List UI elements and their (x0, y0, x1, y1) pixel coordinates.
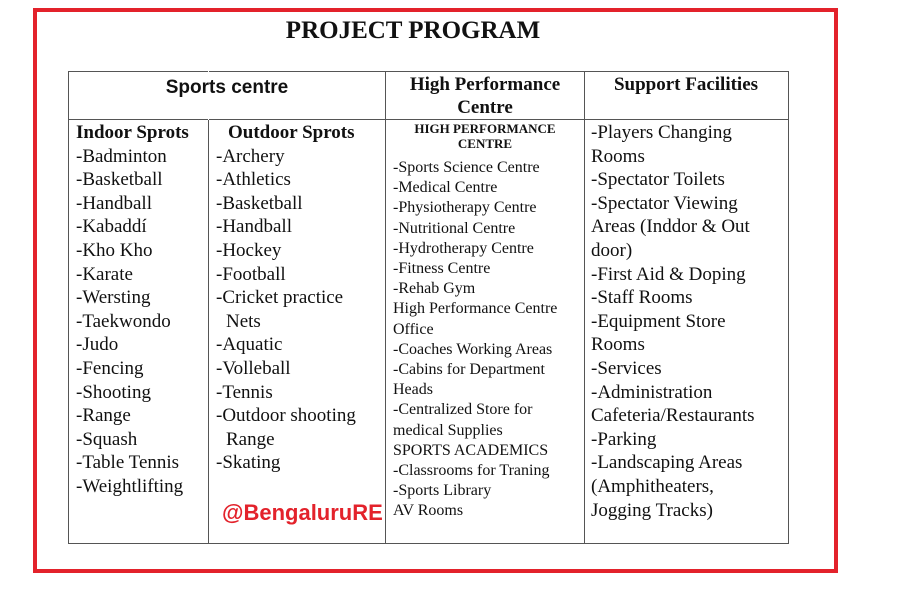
list-item: -Outdoor shooting (216, 405, 356, 427)
support-column: -Players Changing Rooms -Spectator Toilets… (591, 121, 755, 522)
list-item: -First Aid & Doping (591, 263, 746, 285)
list-item: -Kabaddí (76, 216, 147, 238)
list-item: -Squash (76, 428, 138, 450)
divider-mask (208, 71, 209, 120)
red-frame (33, 8, 838, 573)
list-item: -Taekwondo (76, 310, 171, 332)
list-item: High Performance Centre (393, 300, 558, 318)
list-item: AV Rooms (393, 502, 464, 520)
list-item: -Wersting (76, 287, 151, 309)
list-item: -Spectator Viewing (591, 192, 738, 214)
header-high-performance: High Performance Centre (386, 73, 584, 119)
list-item: -Spectator Toilets (591, 169, 725, 191)
list-item: -Sports Library (393, 482, 492, 500)
list-item: -Athletics (216, 169, 291, 191)
list-item: -Parking (591, 428, 657, 450)
header-line: High Performance (409, 74, 561, 95)
list-item: (Amphitheaters, (591, 475, 714, 497)
outdoor-column: Outdoor Sprots -Archery -Athletics -Basket… (216, 121, 356, 475)
list-item: -Coaches Working Areas (393, 340, 553, 358)
list-item: -Kho Kho (76, 239, 153, 261)
list-item: -Players Changing (591, 122, 732, 143)
list-item: -Cabins for Department (393, 361, 545, 379)
list-item: medical Supplies (393, 421, 503, 439)
list-item: Jogging Tracks) (591, 499, 713, 521)
list-item: -Table Tennis (76, 452, 180, 474)
list-item: -Nutritional Centre (393, 219, 516, 237)
divider (385, 71, 386, 543)
list-item: -Badminton (76, 145, 167, 167)
list-item: -Fitness Centre (393, 260, 491, 278)
list-item: -Shooting (76, 381, 151, 403)
list-item: Rooms (591, 145, 645, 167)
header-line: Centre (457, 97, 513, 118)
list-item: SPORTS ACADEMICS (393, 441, 549, 459)
hpc-column: -Sports Science Centre -Medical Centre -Ph… (393, 158, 557, 522)
list-item: -Volleball (216, 357, 291, 379)
list-item: -Tennis (216, 381, 273, 403)
list-item: -Administration (591, 381, 713, 403)
list-item: -Cricket practice (216, 287, 344, 309)
header-sports-centre: Sports centre (165, 77, 289, 98)
list-item: Nets (226, 310, 261, 332)
list-item: -Physiotherapy Centre (393, 199, 537, 217)
list-item: Cafeteria/Restaurants (591, 405, 755, 427)
outdoor-heading: Outdoor Sprots (228, 122, 355, 143)
divider (208, 71, 209, 543)
list-item: -Equipment Store (591, 310, 726, 332)
indoor-column: Indoor Sprots -Badminton -Basketball -Hand… (76, 121, 189, 499)
list-item: -Sports Science Centre (393, 159, 540, 176)
hpc-subheading: HIGH PERFORMANCE CENTRE (386, 121, 584, 151)
list-item: -Range (76, 405, 131, 427)
list-item: -Handball (76, 192, 152, 214)
list-item: -Services (591, 357, 662, 379)
watermark: @BengaluruRE (222, 500, 383, 525)
list-item: -Classrooms for Traning (393, 462, 550, 480)
divider (68, 119, 788, 120)
list-item: -Judo (76, 334, 119, 356)
list-item: -Karate (76, 263, 133, 285)
header-support-facilities: Support Facilities (613, 74, 759, 95)
list-item: -Skating (216, 452, 281, 474)
list-item: -Hydrotherapy Centre (393, 239, 534, 257)
list-item: -Centralized Store for (393, 401, 533, 419)
divider (584, 71, 585, 543)
list-item: Areas (Inddor & Out (591, 216, 750, 238)
list-item: -Weightlifting (76, 475, 184, 497)
list-item: Office (393, 320, 434, 338)
list-item: -Staff Rooms (591, 287, 693, 309)
list-item: -Handball (216, 216, 292, 238)
list-item: -Archery (216, 145, 285, 167)
list-item: Heads (393, 381, 433, 399)
program-table (68, 71, 789, 544)
list-item: -Basketball (216, 192, 303, 214)
list-item: -Medical Centre (393, 179, 498, 197)
list-item: -Fencing (76, 357, 144, 379)
list-item: -Football (216, 263, 286, 285)
list-item: Range (226, 428, 275, 450)
list-item: -Hockey (216, 239, 282, 261)
list-item: -Landscaping Areas (591, 452, 743, 474)
list-item: -Basketball (76, 169, 163, 191)
subheading-line: HIGH PERFORMANCE (414, 121, 556, 136)
subheading-line: CENTRE (457, 136, 513, 151)
list-item: Rooms (591, 334, 645, 356)
list-item: -Rehab Gym (393, 280, 476, 298)
list-item: -Aquatic (216, 334, 283, 356)
page-title: PROJECT PROGRAM (285, 17, 541, 44)
indoor-heading: Indoor Sprots (76, 122, 189, 143)
list-item: door) (591, 239, 633, 261)
